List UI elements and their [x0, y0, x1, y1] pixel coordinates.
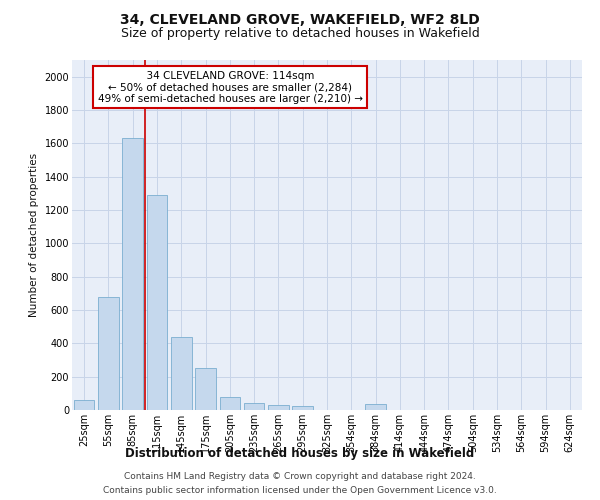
Text: Contains public sector information licensed under the Open Government Licence v3: Contains public sector information licen…: [103, 486, 497, 495]
Bar: [195, 368, 216, 410]
Text: 34, CLEVELAND GROVE, WAKEFIELD, WF2 8LD: 34, CLEVELAND GROVE, WAKEFIELD, WF2 8LD: [120, 12, 480, 26]
Bar: [365, 404, 386, 410]
Bar: [244, 402, 265, 410]
Text: Distribution of detached houses by size in Wakefield: Distribution of detached houses by size …: [125, 448, 475, 460]
Bar: [171, 336, 191, 410]
Text: 34 CLEVELAND GROVE: 114sqm  
← 50% of detached houses are smaller (2,284)
49% of: 34 CLEVELAND GROVE: 114sqm ← 50% of deta…: [98, 70, 362, 104]
Text: Size of property relative to detached houses in Wakefield: Size of property relative to detached ho…: [121, 28, 479, 40]
Bar: [268, 405, 289, 410]
Text: Contains HM Land Registry data © Crown copyright and database right 2024.: Contains HM Land Registry data © Crown c…: [124, 472, 476, 481]
Bar: [98, 296, 119, 410]
Bar: [220, 396, 240, 410]
Bar: [292, 406, 313, 410]
Bar: [122, 138, 143, 410]
Y-axis label: Number of detached properties: Number of detached properties: [29, 153, 39, 317]
Bar: [74, 400, 94, 410]
Bar: [146, 195, 167, 410]
